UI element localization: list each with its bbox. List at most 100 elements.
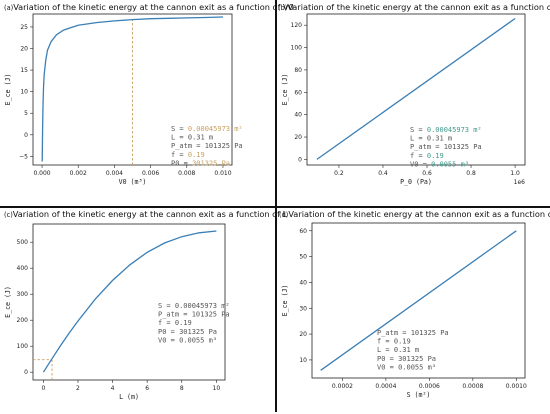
chart-b-xlabel: P_0 (Pa) xyxy=(400,178,432,186)
chart-b-annotation-value: 0.0055 m³ xyxy=(431,160,469,168)
chart-a-annotation: P0 = 301325 Pa xyxy=(171,159,230,167)
chart-d-xtick-label: 0.0004 xyxy=(375,383,396,390)
chart-d-annotation: f = 0.19 xyxy=(377,338,411,346)
chart-a-annotation-label: L = xyxy=(171,134,188,142)
chart-a-panel-label: (a) xyxy=(4,4,13,12)
chart-b-annotation-label: L = xyxy=(410,135,427,143)
chart-a-annotation-value: 301325 Pa xyxy=(192,159,230,167)
chart-b-ytick-label: 20 xyxy=(294,134,302,141)
chart-c-annotation-label: V0 = xyxy=(158,336,179,344)
chart-b-ytick-label: 60 xyxy=(294,89,302,96)
chart-b-ytick-label: 120 xyxy=(291,22,303,29)
chart-d-annotation-label: L = xyxy=(377,346,394,354)
chart-c-xtick-label: 0 xyxy=(41,385,45,392)
chart-a-ytick-label: 25 xyxy=(20,24,28,31)
chart-c-annotation-label: S = xyxy=(158,302,175,310)
chart-a-annotation-value: 0.00045973 m² xyxy=(188,125,243,133)
chart-b-axes-frame xyxy=(306,13,526,166)
chart-c-annotation-value: 0.0055 m³ xyxy=(179,336,217,344)
chart-d-annotation-label: P_atm = xyxy=(377,329,411,337)
chart-b-xtick-label: 1.0 xyxy=(510,170,520,177)
chart-a-ytick-label: 5 xyxy=(24,110,28,117)
chart-b-ytick-label: 40 xyxy=(294,112,302,119)
chart-b-x-offset: 1e6 xyxy=(514,179,526,186)
chart-b-annotation-value: 0.19 xyxy=(427,152,444,160)
chart-c-annotation: P0 = 301325 Pa xyxy=(158,328,217,336)
chart-d-ytick-label: 10 xyxy=(299,357,307,364)
chart-d-title: (d)Variation of the kinetic energy at th… xyxy=(279,209,550,219)
chart-a-annotation-label: f = xyxy=(171,151,188,159)
chart-b-annotation: P_atm = 101325 Pa xyxy=(410,143,482,151)
chart-b-annotation: L = 0.31 m xyxy=(410,135,452,143)
chart-d-ytick-label: 50 xyxy=(299,254,307,261)
panel-c: (c)Variation of the kinetic energy at th… xyxy=(0,208,288,414)
chart-c-xtick-label: 10 xyxy=(213,385,221,392)
chart-d-xtick-label: 0.0002 xyxy=(332,383,353,390)
chart-a-ylabel: E_ce (J) xyxy=(4,74,12,106)
chart-c-ytick-label: 400 xyxy=(17,265,29,272)
chart-b-annotation-label: V0 = xyxy=(410,160,431,168)
chart-b-xtick-label: 0.8 xyxy=(466,170,476,177)
chart-a-ytick-label: 10 xyxy=(20,89,28,96)
chart-a-annotation: S = 0.00045973 m² xyxy=(171,125,243,133)
chart-b-annotation-value: 0.00045973 m² xyxy=(427,126,482,134)
chart-c-ytick-label: 300 xyxy=(17,291,29,298)
chart-c-annotation-value: 0.00045973 m² xyxy=(175,302,230,310)
chart-a-annotation-label: P0 = xyxy=(171,159,192,167)
chart-b-ytick-label: 80 xyxy=(294,67,302,74)
chart-a-annotation: L = 0.31 m xyxy=(171,134,213,142)
chart-c-annotation: f = 0.19 xyxy=(158,319,192,327)
chart-b: (b)Variation of the kinetic energy at th… xyxy=(278,2,550,186)
chart-c-annotation: V0 = 0.0055 m³ xyxy=(158,336,217,344)
panel-d: (d)Variation of the kinetic energy at th… xyxy=(277,208,550,414)
chart-d-ytick-label: 60 xyxy=(299,228,307,235)
chart-a: (a)Variation of the kinetic energy at th… xyxy=(4,2,294,186)
chart-a-annotation-value: 101325 Pa xyxy=(205,142,243,150)
chart-b-ytick-label: 0 xyxy=(298,156,302,163)
chart-a-series-line xyxy=(41,16,224,162)
chart-c-xtick-label: 6 xyxy=(145,385,149,392)
chart-a-xtick-label: 0.004 xyxy=(106,170,123,177)
chart-b-annotation: S = 0.00045973 m² xyxy=(410,126,482,134)
chart-c-annotation-value: 301325 Pa xyxy=(179,328,217,336)
chart-c-title-text: Variation of the kinetic energy at the c… xyxy=(13,209,288,219)
chart-b-xtick-label: 0.2 xyxy=(334,170,344,177)
chart-a-annotation-label: S = xyxy=(171,125,188,133)
chart-a-xtick-label: 0.010 xyxy=(214,170,231,177)
chart-c-annotation-label: f = xyxy=(158,319,175,327)
chart-b-title-text: Variation of the kinetic energy at the c… xyxy=(287,2,550,12)
chart-a-xtick-label: 0.008 xyxy=(178,170,195,177)
chart-c-ytick-label: 500 xyxy=(17,239,29,246)
chart-b-ylabel: E_ce (J) xyxy=(281,74,289,106)
chart-c-annotation: P_atm = 101325 Pa xyxy=(158,311,230,319)
chart-d-title-text: Variation of the kinetic energy at the c… xyxy=(288,209,550,219)
chart-c-xlabel: L (m) xyxy=(119,393,139,401)
chart-c-annotation-label: P_atm = xyxy=(158,311,192,319)
chart-a-annotation: P_atm = 101325 Pa xyxy=(171,142,243,150)
chart-d-annotation: L = 0.31 m xyxy=(377,346,419,354)
chart-d-ytick-label: 40 xyxy=(299,279,307,286)
chart-a-ytick-label: 20 xyxy=(20,46,28,53)
chart-a-ytick-label: −5 xyxy=(19,153,28,160)
chart-c-annotation-value: 101325 Pa xyxy=(192,311,230,319)
chart-c-annotation-label: P0 = xyxy=(158,328,179,336)
chart-c-xtick-label: 2 xyxy=(76,385,80,392)
chart-c-annotation-value: 0.19 xyxy=(175,319,192,327)
chart-c-series-line xyxy=(42,230,217,373)
chart-d-annotation-value: 101325 Pa xyxy=(411,329,449,337)
chart-b-annotation-value: 101325 Pa xyxy=(444,143,482,151)
panel-b: (b)Variation of the kinetic energy at th… xyxy=(277,0,550,206)
chart-b-panel-label: (b) xyxy=(278,4,287,12)
chart-c-ytick-label: 0 xyxy=(24,369,28,376)
chart-c: (c)Variation of the kinetic energy at th… xyxy=(4,209,288,401)
chart-d-annotation-value: 301325 Pa xyxy=(398,355,436,363)
chart-a-xtick-label: 0.006 xyxy=(142,170,159,177)
chart-a-xtick-label: 0.002 xyxy=(70,170,87,177)
chart-b-ytick-label: 100 xyxy=(291,45,303,52)
chart-b-annotation-label: S = xyxy=(410,126,427,134)
chart-d-annotation-label: V0 = xyxy=(377,363,398,371)
chart-d-ytick-label: 30 xyxy=(299,305,307,312)
chart-c-xtick-label: 4 xyxy=(111,385,115,392)
chart-b-annotation: f = 0.19 xyxy=(410,152,444,160)
chart-a-xtick-label: 0.000 xyxy=(33,170,50,177)
